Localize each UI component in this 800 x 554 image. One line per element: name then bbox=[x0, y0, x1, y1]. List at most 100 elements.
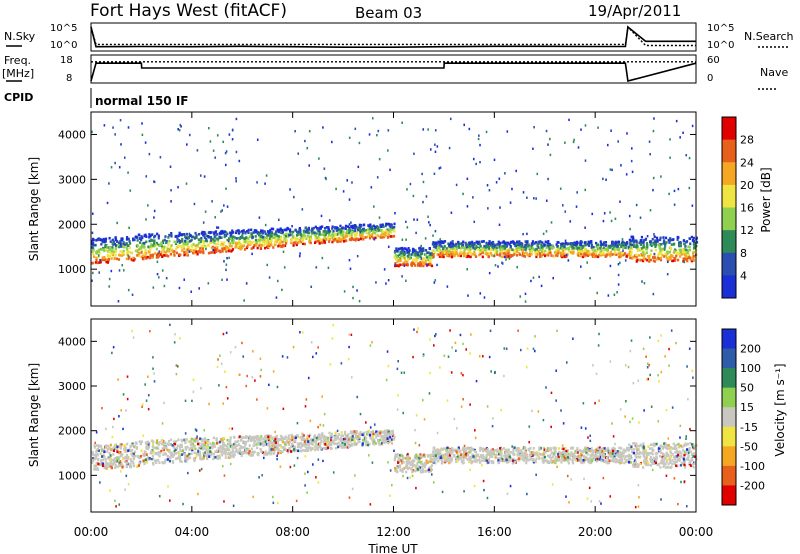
power-pixel bbox=[161, 241, 165, 245]
nsearch-label: N.Search bbox=[744, 30, 794, 43]
velocity-pixel bbox=[622, 451, 625, 455]
velocity-pixel bbox=[430, 453, 434, 457]
power-pixel bbox=[613, 247, 616, 251]
power-pixel bbox=[538, 275, 540, 279]
power-pixel bbox=[423, 257, 426, 260]
power-pixel bbox=[141, 245, 144, 249]
power-pixel bbox=[296, 230, 299, 234]
power-pixel bbox=[185, 182, 188, 185]
power-pixel bbox=[398, 253, 401, 257]
power-pixel bbox=[170, 244, 173, 247]
power-pixel bbox=[679, 136, 681, 139]
power-pixel bbox=[643, 252, 646, 256]
power-pixel bbox=[225, 231, 228, 234]
power-pixel bbox=[612, 243, 615, 246]
power-pixel bbox=[134, 235, 138, 239]
velocity-pixel bbox=[645, 454, 649, 457]
velocity-pixel bbox=[416, 462, 419, 465]
power-pixel bbox=[285, 239, 289, 243]
power-pixel bbox=[150, 243, 153, 246]
power-pixel bbox=[126, 253, 129, 256]
power-pixel bbox=[530, 250, 533, 254]
power-pixel bbox=[264, 241, 267, 245]
power-pixel bbox=[572, 246, 575, 250]
power-pixel bbox=[448, 146, 451, 150]
power-pixel bbox=[515, 169, 517, 173]
power-pixel bbox=[567, 246, 570, 250]
power-pixel bbox=[298, 254, 301, 258]
power-pixel bbox=[358, 228, 362, 231]
power-pixel bbox=[584, 251, 587, 254]
power-pixel bbox=[301, 242, 305, 246]
power-pixel bbox=[157, 236, 160, 240]
power-pixel bbox=[545, 129, 548, 133]
velocity-pixel bbox=[573, 454, 576, 458]
power-pixel bbox=[500, 255, 503, 259]
power-pixel bbox=[298, 238, 301, 242]
velocity-pixel bbox=[671, 459, 674, 462]
power-pixel bbox=[384, 223, 388, 227]
power-pixel bbox=[568, 250, 571, 253]
power-pixel bbox=[443, 240, 447, 243]
power-pixel bbox=[569, 220, 572, 223]
velocity-pixel bbox=[234, 450, 237, 453]
power-pixel bbox=[98, 261, 101, 264]
power-pixel bbox=[580, 252, 583, 255]
velocity-pixel bbox=[461, 460, 464, 463]
power-pixel bbox=[401, 254, 404, 257]
velocity-pixel bbox=[548, 455, 551, 459]
power-pixel bbox=[103, 255, 106, 259]
power-pixel bbox=[310, 237, 313, 241]
velocity-pixel bbox=[301, 444, 304, 448]
power-pixel bbox=[652, 129, 655, 133]
velocity-pixel bbox=[277, 438, 280, 441]
power-pixel bbox=[646, 243, 649, 247]
power-pixel bbox=[239, 247, 242, 251]
power-pixel bbox=[642, 245, 645, 249]
power-pixel bbox=[177, 253, 181, 256]
velocity-pixel bbox=[150, 439, 154, 443]
power-pixel bbox=[561, 253, 564, 256]
power-pixel bbox=[283, 266, 286, 269]
velocity-pixel bbox=[323, 439, 326, 442]
velocity-pixel bbox=[219, 440, 222, 444]
power-pixel bbox=[207, 231, 210, 234]
power-pixel bbox=[673, 249, 676, 253]
power-pixel bbox=[142, 254, 145, 258]
power-pixel bbox=[607, 244, 610, 248]
velocity-pixel bbox=[689, 459, 692, 463]
velocity-pixel bbox=[457, 453, 460, 457]
power-pixel bbox=[673, 203, 676, 206]
power-pixel bbox=[169, 245, 172, 249]
power-pixel bbox=[598, 248, 601, 251]
power-pixel bbox=[572, 251, 575, 255]
velocity-pixel bbox=[679, 444, 682, 448]
power-pixel bbox=[196, 243, 199, 247]
power-pixel bbox=[676, 258, 680, 262]
velocity-pixel bbox=[250, 447, 253, 451]
velocity-pixel bbox=[620, 451, 624, 455]
velocity-pixel bbox=[582, 460, 586, 464]
power-pixel bbox=[129, 189, 132, 192]
power-pixel bbox=[231, 248, 235, 251]
power-pixel bbox=[108, 285, 111, 288]
velocity-pixel bbox=[96, 452, 99, 456]
power-pixel bbox=[490, 254, 493, 257]
velocity-pixel bbox=[384, 432, 387, 436]
velocity-pixel bbox=[690, 457, 693, 460]
power-pixel bbox=[369, 223, 372, 227]
velocity-pixel bbox=[204, 441, 207, 444]
power-pixel bbox=[550, 254, 553, 257]
power-pixel bbox=[577, 251, 580, 255]
velocity-pixel bbox=[509, 457, 513, 460]
power-pixel bbox=[205, 234, 208, 238]
power-pixel bbox=[629, 227, 631, 231]
power-pixel bbox=[119, 250, 122, 253]
power-pixel bbox=[116, 221, 118, 225]
velocity-pixel bbox=[309, 438, 312, 442]
power-pixel bbox=[660, 252, 663, 256]
power-pixel bbox=[174, 235, 177, 238]
velocity-pixel bbox=[267, 438, 270, 442]
power-pixel bbox=[535, 247, 538, 251]
power-pixel bbox=[425, 258, 428, 262]
